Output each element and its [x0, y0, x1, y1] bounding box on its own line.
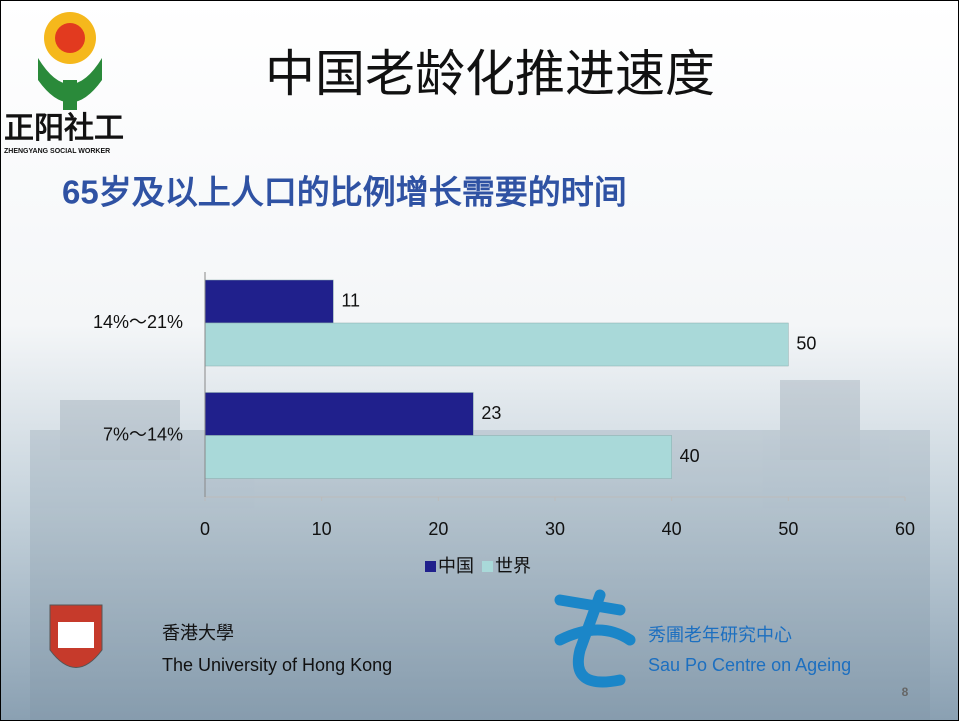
x-tick-label: 20 — [428, 519, 448, 539]
x-tick-label: 60 — [895, 519, 915, 539]
y-tick-label: 14%～21% — [93, 312, 183, 332]
x-tick-label: 0 — [200, 519, 210, 539]
bar — [204, 392, 474, 436]
data-label: 11 — [341, 290, 360, 310]
saupo-logo — [554, 589, 636, 688]
logo-subtitle: ZHENGYANG SOCIAL WORKER — [4, 148, 110, 155]
data-label: 40 — [680, 446, 700, 466]
footer-right-cn: 秀圃老年研究中心 — [648, 625, 792, 645]
footer-left-en: The University of Hong Kong — [162, 655, 392, 675]
footer-left-cn: 香港大學 — [162, 623, 234, 643]
x-tick-label: 40 — [662, 519, 682, 539]
chart-title: 中国老龄化推进速度 — [265, 46, 715, 102]
legend-label: 世界 — [495, 556, 531, 576]
x-tick-label: 10 — [312, 519, 332, 539]
bar — [204, 322, 789, 367]
x-tick-label: 50 — [778, 519, 798, 539]
legend-swatch — [482, 561, 493, 572]
chart: 0 10 20 30 40 50 60 14%～21% 11 50 7%～14% 23 40 中国 世界 — [93, 272, 915, 576]
y-tick-label: 7%～14% — [103, 424, 183, 444]
logo-name: 正阳社工 — [4, 112, 124, 145]
data-label: 23 — [481, 403, 501, 423]
bar — [204, 279, 334, 324]
legend-swatch — [425, 561, 436, 572]
page-number: 8 — [902, 685, 909, 699]
data-label: 50 — [796, 333, 816, 353]
legend-label: 中国 — [438, 556, 474, 576]
footer-right-en: Sau Po Centre on Ageing — [648, 655, 851, 675]
logo-icon — [38, 12, 102, 110]
x-tick-label: 30 — [545, 519, 565, 539]
bar — [204, 435, 672, 479]
hku-crest — [49, 604, 103, 668]
chart-subtitle: 65岁及以上人口的比例增长需要的时间 — [62, 174, 627, 211]
